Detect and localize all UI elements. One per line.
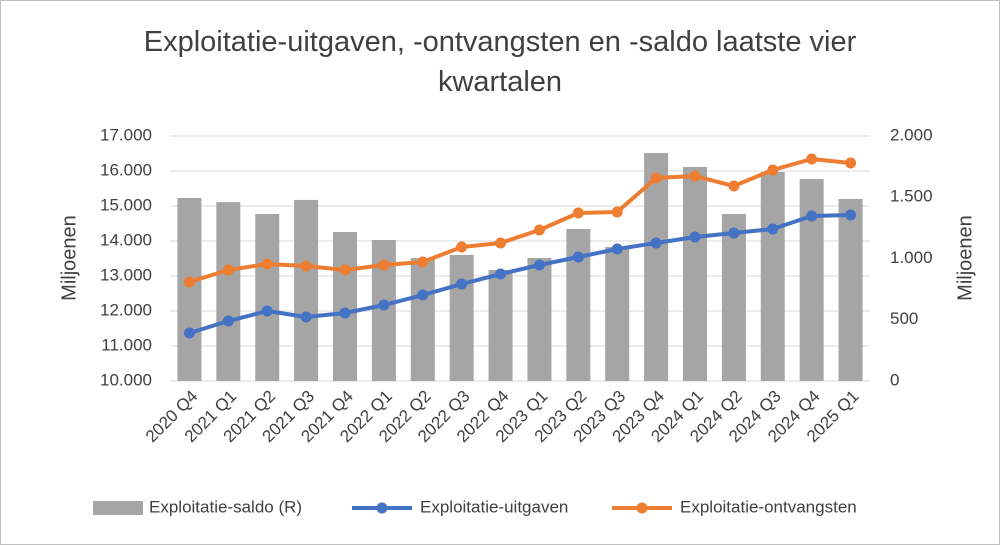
marker (650, 237, 662, 249)
legend-label: Exploitatie-saldo (R) (149, 497, 302, 516)
marker (495, 268, 507, 280)
marker (689, 170, 701, 182)
line (188, 212, 851, 335)
marker (261, 258, 273, 270)
marker (378, 299, 390, 311)
bar (644, 153, 669, 381)
y-axis-title: Miljoenen (58, 215, 80, 301)
y2-tick-label: 2.000 (890, 125, 933, 144)
marker (261, 305, 273, 317)
marker (689, 231, 701, 243)
y-tick-label: 15.000 (100, 195, 152, 214)
marker (728, 180, 740, 192)
legend-label: Exploitatie-uitgaven (420, 497, 568, 516)
bar (721, 214, 746, 381)
legend-label: Exploitatie-ontvangsten (680, 497, 857, 516)
y-tick-label: 10.000 (100, 370, 152, 389)
bar (333, 232, 357, 381)
marker (572, 207, 584, 219)
y-tick-label: 13.000 (100, 265, 152, 284)
y-tick-label: 17.000 (100, 125, 152, 144)
marker (533, 224, 545, 236)
y2-tick-label: 1.500 (890, 187, 933, 206)
marker (845, 157, 857, 169)
marker (222, 264, 234, 276)
bar (527, 258, 552, 381)
marker (339, 307, 351, 319)
chart-title: Exploitatie-uitgaven, -ontvangsten en -s… (143, 26, 857, 98)
y-tick-label: 14.000 (100, 230, 152, 249)
marker (417, 256, 429, 268)
bar (488, 270, 513, 381)
bar (177, 197, 202, 381)
marker (300, 311, 312, 323)
y2-tick-label: 500 (890, 309, 918, 328)
legend-swatch (93, 501, 143, 515)
y-tick-label: 11.000 (101, 335, 152, 354)
marker (183, 276, 195, 288)
y2-tick-label: 0 (890, 370, 899, 389)
y2-tick-label: 1.000 (890, 248, 933, 267)
y2-axis-title: Miljoenen (954, 215, 976, 301)
marker (456, 241, 468, 253)
marker (806, 210, 818, 222)
marker (845, 209, 857, 221)
marker (572, 251, 584, 263)
bar (449, 254, 474, 381)
marker (611, 206, 623, 218)
marker (728, 227, 740, 239)
y-tick-label: 12.000 (100, 300, 152, 319)
marker (417, 289, 429, 301)
marker (378, 259, 390, 271)
bar (683, 166, 707, 381)
marker (456, 278, 468, 290)
bar (216, 202, 241, 381)
marker (339, 264, 351, 276)
line (188, 156, 851, 284)
bar (410, 258, 435, 381)
marker (806, 153, 818, 165)
marker (533, 259, 545, 271)
marker (222, 315, 234, 327)
bar (760, 172, 785, 381)
marker (767, 164, 779, 176)
marker (611, 243, 623, 255)
bar (255, 214, 280, 381)
bar (294, 199, 319, 381)
bar (799, 178, 824, 381)
marker (300, 260, 312, 272)
marker (495, 237, 507, 249)
marker (650, 172, 662, 184)
bar (605, 246, 630, 381)
marker (183, 327, 195, 339)
y-tick-label: 16.000 (100, 160, 152, 179)
marker (767, 223, 779, 235)
bar (838, 198, 863, 381)
legend-marker (636, 502, 648, 514)
legend-marker (376, 502, 388, 514)
